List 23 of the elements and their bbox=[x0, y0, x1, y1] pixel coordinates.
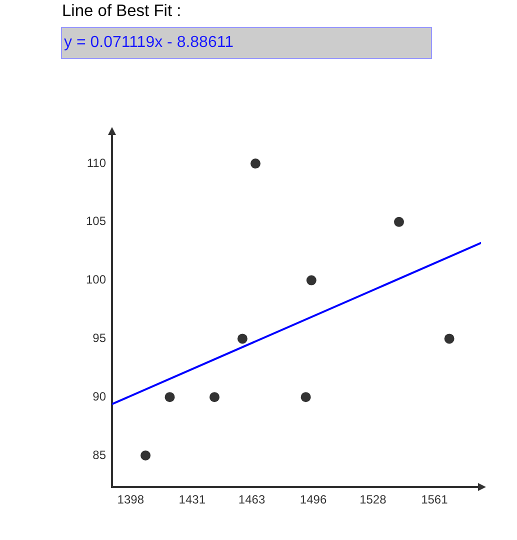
point bbox=[444, 334, 454, 344]
y-tick-label: 90 bbox=[92, 389, 106, 404]
point bbox=[394, 216, 404, 227]
y-tick-label: 105 bbox=[86, 214, 106, 228]
point bbox=[237, 334, 248, 344]
point bbox=[210, 392, 220, 402]
x-tick-label: 1398 bbox=[117, 492, 144, 507]
x-tick-label: 1431 bbox=[178, 492, 206, 507]
x-tick-label: 1528 bbox=[360, 492, 387, 507]
y-tick-label: 100 bbox=[86, 272, 106, 287]
y-tick-label: 110 bbox=[86, 156, 106, 170]
point bbox=[164, 392, 175, 402]
chart-title: Line of Best Fit : bbox=[62, 1, 182, 21]
x-tick-label: 1561 bbox=[421, 492, 448, 507]
point bbox=[300, 392, 311, 402]
x-tick-label: 1463 bbox=[238, 492, 266, 507]
y-tick-label: 85 bbox=[92, 448, 106, 462]
y-tick-label: 95 bbox=[92, 331, 106, 346]
point bbox=[306, 275, 316, 286]
formula-field: y = 0.071119x - 8.88611 bbox=[61, 27, 432, 59]
point bbox=[250, 158, 260, 169]
point bbox=[140, 450, 151, 460]
x-tick-label: 1496 bbox=[300, 492, 327, 507]
